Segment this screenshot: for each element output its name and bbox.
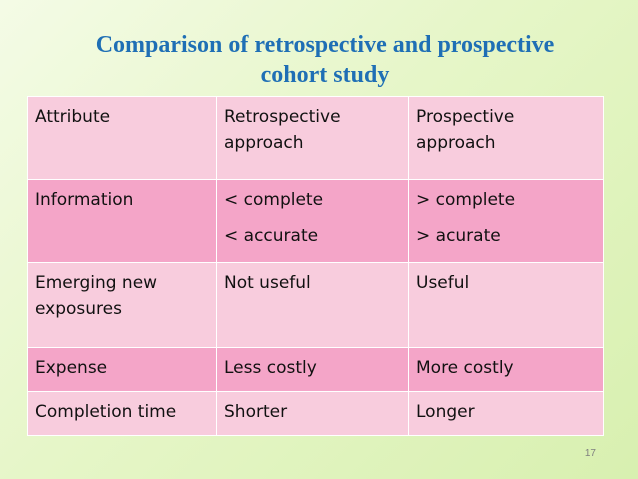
cell-attribute: Emerging new exposures [27,262,217,348]
cell-prospective: Longer [408,391,604,436]
header-cell-attribute: Attribute [27,96,217,180]
cell-line: Not useful [224,273,311,293]
cell-line: > acurate [416,226,501,246]
slide-title-line-2: cohort study [260,62,390,88]
header-cell-prospective: Prospective approach [408,96,604,180]
table-row: Completion time Shorter Longer [27,391,604,436]
cell-line: > complete [416,190,516,210]
cell-line: Longer [416,402,475,422]
cell-line: < complete [224,190,324,210]
slide-title-line-1: Comparison of retrospective and prospect… [95,32,555,58]
cell-retrospective: < complete < accurate [216,179,409,263]
cell-line: < accurate [224,226,319,246]
cell-retrospective: Less costly [216,347,409,392]
cell-attribute: Information [27,179,217,263]
cell-prospective: Useful [408,262,604,348]
cell-prospective: More costly [408,347,604,392]
cell-line: More costly [416,358,514,378]
cell-retrospective: Not useful [216,262,409,348]
slide-title: Comparison of retrospective and prospect… [40,30,610,90]
cell-line: Shorter [224,402,288,422]
cell-line: Useful [416,273,470,293]
cell-prospective: > complete > acurate [408,179,604,263]
comparison-table: Attribute Retrospective approach Prospec… [27,96,604,436]
header-cell-retrospective: Retrospective approach [216,96,409,180]
table-header-row: Attribute Retrospective approach Prospec… [27,96,604,180]
cell-retrospective: Shorter [216,391,409,436]
table-row: Emerging new exposures Not useful Useful [27,262,604,348]
cell-attribute: Completion time [27,391,217,436]
cell-attribute: Expense [27,347,217,392]
cell-line: Less costly [224,358,317,378]
table-row: Expense Less costly More costly [27,347,604,392]
page-number: 17 [584,448,596,459]
table-row: Information < complete < accurate > comp… [27,179,604,263]
